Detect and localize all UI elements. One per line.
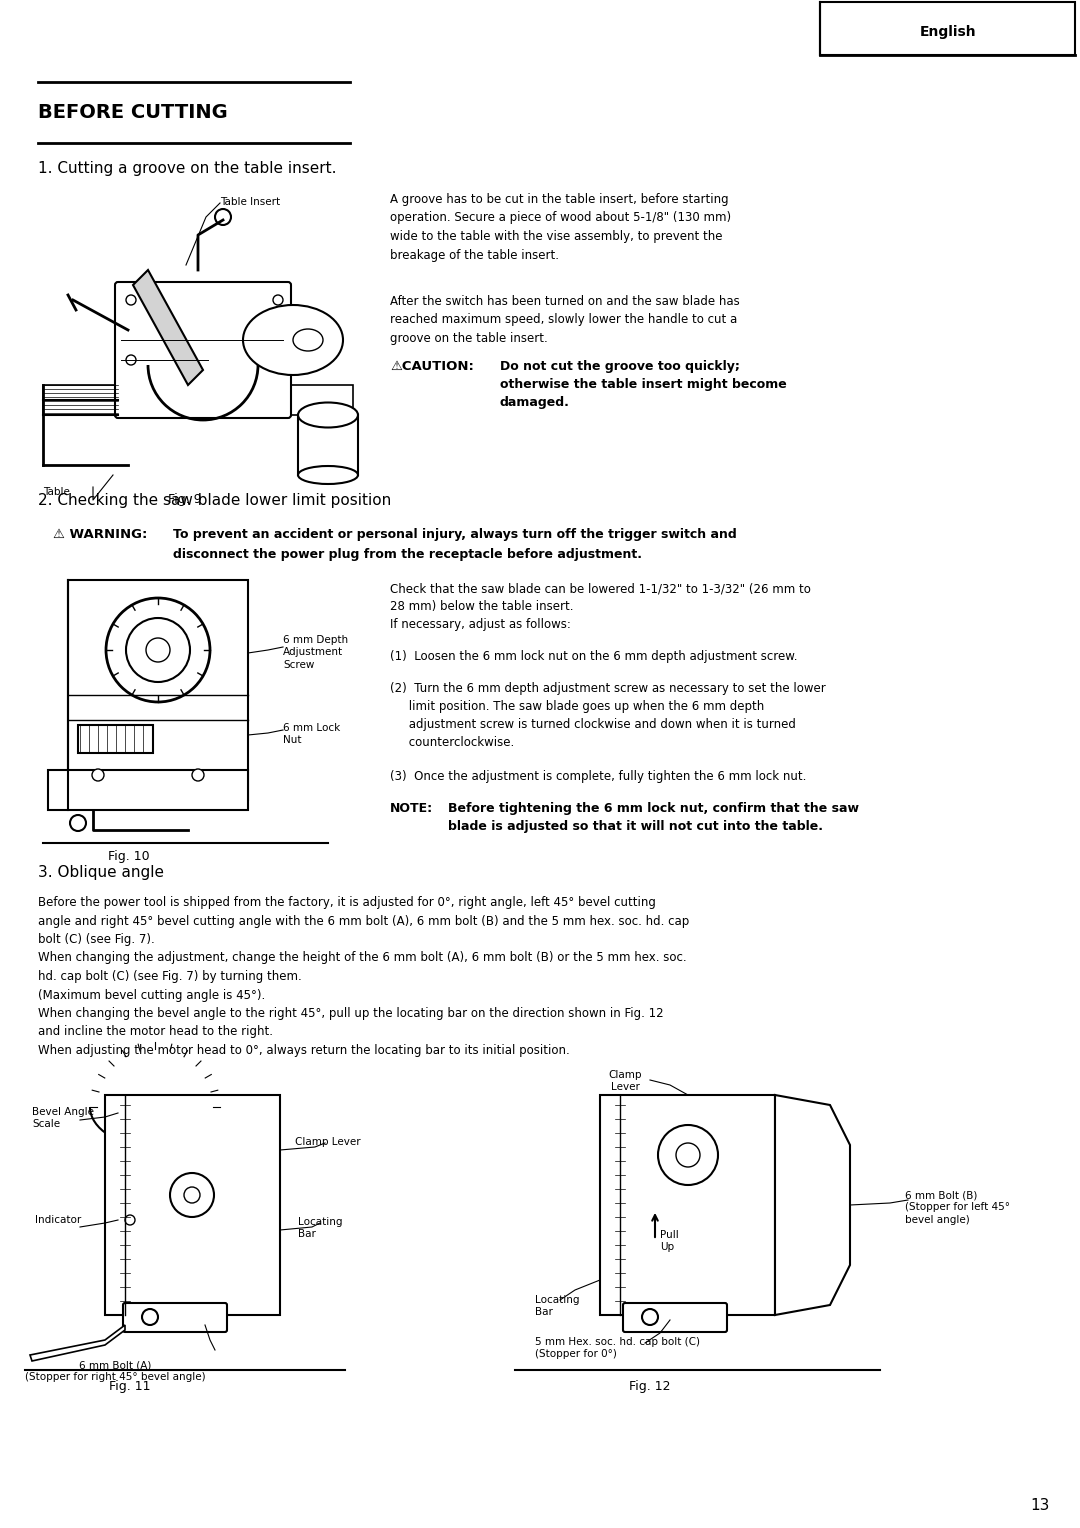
Circle shape xyxy=(170,1174,214,1216)
FancyBboxPatch shape xyxy=(623,1303,727,1332)
Text: 6 mm Lock
Nut: 6 mm Lock Nut xyxy=(283,723,340,746)
Text: Fig. 12: Fig. 12 xyxy=(630,1380,671,1394)
Text: adjustment screw is turned clockwise and down when it is turned: adjustment screw is turned clockwise and… xyxy=(390,718,796,730)
Circle shape xyxy=(184,1187,200,1203)
FancyBboxPatch shape xyxy=(820,2,1075,55)
Text: ⚠ WARNING:: ⚠ WARNING: xyxy=(53,529,147,541)
Text: 3. Oblique angle: 3. Oblique angle xyxy=(38,865,164,880)
FancyBboxPatch shape xyxy=(48,770,248,810)
FancyBboxPatch shape xyxy=(114,283,291,419)
Text: If necessary, adjust as follows:: If necessary, adjust as follows: xyxy=(390,617,571,631)
Text: 6 mm Depth
Adjustment
Screw: 6 mm Depth Adjustment Screw xyxy=(283,636,348,669)
Text: 5 mm Hex. soc. hd. cap bolt (C)
(Stopper for 0°): 5 mm Hex. soc. hd. cap bolt (C) (Stopper… xyxy=(535,1337,700,1360)
Circle shape xyxy=(106,597,210,701)
Ellipse shape xyxy=(298,402,357,428)
FancyBboxPatch shape xyxy=(78,724,153,753)
Polygon shape xyxy=(133,270,203,385)
Text: 1. Cutting a groove on the table insert.: 1. Cutting a groove on the table insert. xyxy=(38,160,337,176)
Circle shape xyxy=(126,617,190,681)
FancyBboxPatch shape xyxy=(43,385,353,416)
Circle shape xyxy=(676,1143,700,1167)
Polygon shape xyxy=(30,1325,125,1361)
Text: English: English xyxy=(920,24,976,40)
Text: damaged.: damaged. xyxy=(500,396,570,410)
Circle shape xyxy=(192,769,204,781)
Text: Table Insert: Table Insert xyxy=(220,197,280,206)
FancyBboxPatch shape xyxy=(105,1096,280,1316)
Text: 28 mm) below the table insert.: 28 mm) below the table insert. xyxy=(390,601,573,613)
Text: Indicator: Indicator xyxy=(35,1215,81,1225)
Text: Fig. 11: Fig. 11 xyxy=(109,1380,151,1394)
Text: limit position. The saw blade goes up when the 6 mm depth: limit position. The saw blade goes up wh… xyxy=(390,700,765,714)
FancyBboxPatch shape xyxy=(68,581,248,801)
Text: Check that the saw blade can be lowered 1-1/32" to 1-3/32" (26 mm to: Check that the saw blade can be lowered … xyxy=(390,582,811,594)
Text: To prevent an accident or personal injury, always turn off the trigger switch an: To prevent an accident or personal injur… xyxy=(173,529,737,541)
Text: Locating
Bar: Locating Bar xyxy=(535,1296,580,1317)
Circle shape xyxy=(125,1215,135,1225)
Text: 6 mm Bolt (A)
(Stopper for right 45° bevel angle): 6 mm Bolt (A) (Stopper for right 45° bev… xyxy=(25,1360,205,1383)
Circle shape xyxy=(141,1309,158,1325)
Text: 13: 13 xyxy=(1030,1497,1050,1513)
Text: Do not cut the groove too quickly;: Do not cut the groove too quickly; xyxy=(500,361,740,373)
Circle shape xyxy=(273,295,283,306)
Circle shape xyxy=(215,209,231,225)
Text: Clamp
Lever: Clamp Lever xyxy=(608,1070,642,1093)
Circle shape xyxy=(126,354,136,365)
Text: counterclockwise.: counterclockwise. xyxy=(390,736,514,749)
Circle shape xyxy=(92,769,104,781)
Text: disconnect the power plug from the receptacle before adjustment.: disconnect the power plug from the recep… xyxy=(173,549,642,561)
Circle shape xyxy=(658,1125,718,1186)
Text: (1)  Loosen the 6 mm lock nut on the 6 mm depth adjustment screw.: (1) Loosen the 6 mm lock nut on the 6 mm… xyxy=(390,649,797,663)
Text: blade is adjusted so that it will not cut into the table.: blade is adjusted so that it will not cu… xyxy=(448,821,823,833)
Text: ⚠CAUTION:: ⚠CAUTION: xyxy=(390,361,474,373)
Text: Clamp Lever: Clamp Lever xyxy=(295,1137,361,1148)
Text: Locating
Bar: Locating Bar xyxy=(298,1216,342,1239)
FancyBboxPatch shape xyxy=(123,1303,227,1332)
Text: (3)  Once the adjustment is complete, fully tighten the 6 mm lock nut.: (3) Once the adjustment is complete, ful… xyxy=(390,770,807,782)
Circle shape xyxy=(642,1309,658,1325)
Text: Fig. 9: Fig. 9 xyxy=(168,494,202,506)
Text: Pull
Up: Pull Up xyxy=(660,1230,678,1253)
Text: Before tightening the 6 mm lock nut, confirm that the saw: Before tightening the 6 mm lock nut, con… xyxy=(448,802,859,814)
Ellipse shape xyxy=(298,466,357,484)
Circle shape xyxy=(126,295,136,306)
Text: NOTE:: NOTE: xyxy=(390,802,433,814)
Text: (2)  Turn the 6 mm depth adjustment screw as necessary to set the lower: (2) Turn the 6 mm depth adjustment screw… xyxy=(390,681,826,695)
Polygon shape xyxy=(775,1096,850,1316)
Circle shape xyxy=(70,814,86,831)
Text: Fig. 10: Fig. 10 xyxy=(108,850,150,863)
Circle shape xyxy=(146,639,170,662)
Text: BEFORE CUTTING: BEFORE CUTTING xyxy=(38,104,228,122)
Text: 2. Checking the saw blade lower limit position: 2. Checking the saw blade lower limit po… xyxy=(38,492,391,507)
Text: Bevel Angle
Scale: Bevel Angle Scale xyxy=(32,1106,94,1129)
FancyBboxPatch shape xyxy=(600,1096,775,1316)
Text: otherwise the table insert might become: otherwise the table insert might become xyxy=(500,377,786,391)
Text: After the switch has been turned on and the saw blade has
reached maximum speed,: After the switch has been turned on and … xyxy=(390,295,740,345)
Text: Before the power tool is shipped from the factory, it is adjusted for 0°, right : Before the power tool is shipped from th… xyxy=(38,895,689,1057)
Ellipse shape xyxy=(243,306,343,374)
Text: Table: Table xyxy=(43,487,70,497)
Text: A groove has to be cut in the table insert, before starting
operation. Secure a : A groove has to be cut in the table inse… xyxy=(390,193,731,261)
Ellipse shape xyxy=(293,329,323,351)
Text: 6 mm Bolt (B)
(Stopper for left 45°
bevel angle): 6 mm Bolt (B) (Stopper for left 45° beve… xyxy=(905,1190,1010,1225)
